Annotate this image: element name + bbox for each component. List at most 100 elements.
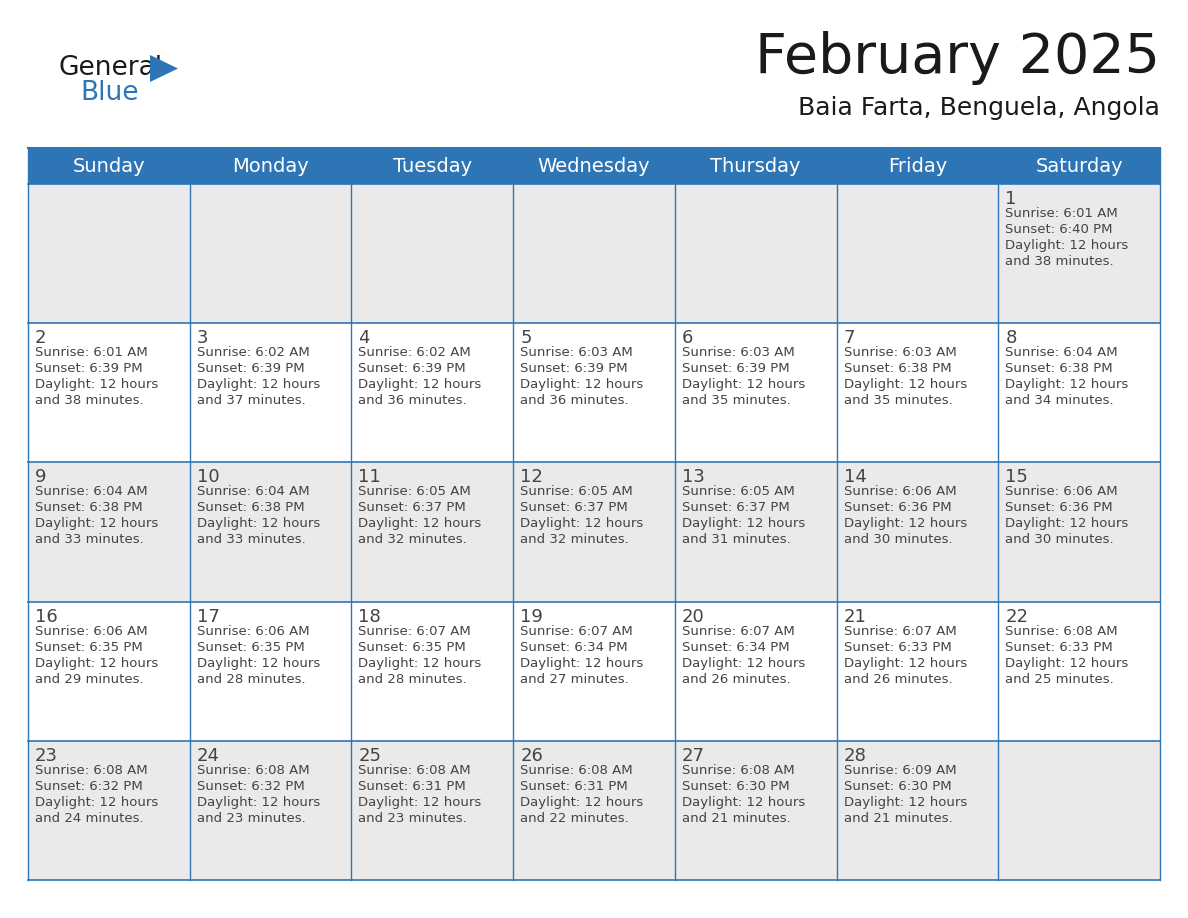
Text: and 30 minutes.: and 30 minutes. <box>1005 533 1114 546</box>
Text: Daylight: 12 hours: Daylight: 12 hours <box>843 796 967 809</box>
Text: Sunset: 6:39 PM: Sunset: 6:39 PM <box>520 363 627 375</box>
Text: Sunset: 6:37 PM: Sunset: 6:37 PM <box>520 501 628 514</box>
Text: Daylight: 12 hours: Daylight: 12 hours <box>359 518 481 531</box>
Text: Daylight: 12 hours: Daylight: 12 hours <box>682 796 805 809</box>
Text: Wednesday: Wednesday <box>538 156 650 175</box>
Text: Sunset: 6:39 PM: Sunset: 6:39 PM <box>682 363 790 375</box>
Bar <box>29 463 1159 601</box>
Text: Thursday: Thursday <box>710 156 801 175</box>
Text: Daylight: 12 hours: Daylight: 12 hours <box>843 656 967 669</box>
Text: 7: 7 <box>843 330 855 347</box>
Text: and 32 minutes.: and 32 minutes. <box>520 533 628 546</box>
Text: 9: 9 <box>34 468 46 487</box>
Text: 27: 27 <box>682 747 704 765</box>
Text: Daylight: 12 hours: Daylight: 12 hours <box>1005 518 1129 531</box>
Text: Sunset: 6:32 PM: Sunset: 6:32 PM <box>197 779 304 793</box>
Text: Sunrise: 6:02 AM: Sunrise: 6:02 AM <box>359 346 472 359</box>
Bar <box>29 741 1159 880</box>
Text: Sunset: 6:37 PM: Sunset: 6:37 PM <box>359 501 466 514</box>
Text: and 27 minutes.: and 27 minutes. <box>520 673 628 686</box>
Text: Sunrise: 6:01 AM: Sunrise: 6:01 AM <box>1005 207 1118 220</box>
Text: Sunrise: 6:05 AM: Sunrise: 6:05 AM <box>359 486 472 498</box>
Text: and 36 minutes.: and 36 minutes. <box>520 394 628 408</box>
Bar <box>29 148 1159 184</box>
Text: Sunrise: 6:08 AM: Sunrise: 6:08 AM <box>197 764 309 777</box>
Text: Sunset: 6:34 PM: Sunset: 6:34 PM <box>520 641 627 654</box>
Text: Sunset: 6:32 PM: Sunset: 6:32 PM <box>34 779 143 793</box>
Text: General: General <box>58 55 162 81</box>
Text: 12: 12 <box>520 468 543 487</box>
Text: 1: 1 <box>1005 190 1017 208</box>
Text: Sunrise: 6:08 AM: Sunrise: 6:08 AM <box>34 764 147 777</box>
Text: Daylight: 12 hours: Daylight: 12 hours <box>1005 656 1129 669</box>
Text: Sunrise: 6:07 AM: Sunrise: 6:07 AM <box>359 624 472 638</box>
Text: 20: 20 <box>682 608 704 625</box>
Text: Daylight: 12 hours: Daylight: 12 hours <box>197 518 320 531</box>
Text: 22: 22 <box>1005 608 1029 625</box>
Text: and 36 minutes.: and 36 minutes. <box>359 394 467 408</box>
Text: Sunday: Sunday <box>72 156 145 175</box>
Text: Sunset: 6:34 PM: Sunset: 6:34 PM <box>682 641 790 654</box>
Text: Daylight: 12 hours: Daylight: 12 hours <box>682 378 805 391</box>
Text: Sunrise: 6:04 AM: Sunrise: 6:04 AM <box>34 486 147 498</box>
Text: Daylight: 12 hours: Daylight: 12 hours <box>197 796 320 809</box>
Text: 26: 26 <box>520 747 543 765</box>
Text: Daylight: 12 hours: Daylight: 12 hours <box>843 378 967 391</box>
Text: Sunset: 6:30 PM: Sunset: 6:30 PM <box>682 779 790 793</box>
Text: Sunset: 6:35 PM: Sunset: 6:35 PM <box>197 641 304 654</box>
Text: and 38 minutes.: and 38 minutes. <box>34 394 144 408</box>
Text: Sunrise: 6:04 AM: Sunrise: 6:04 AM <box>1005 346 1118 359</box>
Text: Monday: Monday <box>232 156 309 175</box>
Text: Sunrise: 6:06 AM: Sunrise: 6:06 AM <box>843 486 956 498</box>
Text: 24: 24 <box>197 747 220 765</box>
Text: 19: 19 <box>520 608 543 625</box>
Text: Daylight: 12 hours: Daylight: 12 hours <box>520 378 644 391</box>
Text: Daylight: 12 hours: Daylight: 12 hours <box>197 656 320 669</box>
Text: Sunrise: 6:06 AM: Sunrise: 6:06 AM <box>34 624 147 638</box>
Text: and 32 minutes.: and 32 minutes. <box>359 533 467 546</box>
Text: Sunrise: 6:06 AM: Sunrise: 6:06 AM <box>197 624 309 638</box>
Text: and 28 minutes.: and 28 minutes. <box>359 673 467 686</box>
Text: Sunrise: 6:07 AM: Sunrise: 6:07 AM <box>682 624 795 638</box>
Text: and 29 minutes.: and 29 minutes. <box>34 673 144 686</box>
Text: Sunset: 6:30 PM: Sunset: 6:30 PM <box>843 779 952 793</box>
Text: 4: 4 <box>359 330 369 347</box>
Text: Daylight: 12 hours: Daylight: 12 hours <box>359 378 481 391</box>
Text: Sunrise: 6:07 AM: Sunrise: 6:07 AM <box>520 624 633 638</box>
Text: Sunrise: 6:09 AM: Sunrise: 6:09 AM <box>843 764 956 777</box>
Text: Sunset: 6:31 PM: Sunset: 6:31 PM <box>359 779 466 793</box>
Text: Daylight: 12 hours: Daylight: 12 hours <box>682 518 805 531</box>
Text: 17: 17 <box>197 608 220 625</box>
Bar <box>29 184 1159 323</box>
Text: 16: 16 <box>34 608 58 625</box>
Text: and 26 minutes.: and 26 minutes. <box>682 673 790 686</box>
Text: and 23 minutes.: and 23 minutes. <box>359 812 467 824</box>
Text: 13: 13 <box>682 468 704 487</box>
Text: Daylight: 12 hours: Daylight: 12 hours <box>682 656 805 669</box>
Text: 14: 14 <box>843 468 866 487</box>
Text: Sunrise: 6:07 AM: Sunrise: 6:07 AM <box>843 624 956 638</box>
Text: Sunset: 6:35 PM: Sunset: 6:35 PM <box>359 641 466 654</box>
Text: Friday: Friday <box>887 156 947 175</box>
Text: 10: 10 <box>197 468 220 487</box>
Text: Daylight: 12 hours: Daylight: 12 hours <box>1005 239 1129 252</box>
Text: Sunset: 6:36 PM: Sunset: 6:36 PM <box>1005 501 1113 514</box>
Text: Daylight: 12 hours: Daylight: 12 hours <box>843 518 967 531</box>
Text: and 30 minutes.: and 30 minutes. <box>843 533 953 546</box>
Text: Sunset: 6:39 PM: Sunset: 6:39 PM <box>359 363 466 375</box>
Text: Sunrise: 6:08 AM: Sunrise: 6:08 AM <box>682 764 795 777</box>
Text: 21: 21 <box>843 608 866 625</box>
Text: and 28 minutes.: and 28 minutes. <box>197 673 305 686</box>
Text: Daylight: 12 hours: Daylight: 12 hours <box>520 656 644 669</box>
Text: and 33 minutes.: and 33 minutes. <box>197 533 305 546</box>
Text: Daylight: 12 hours: Daylight: 12 hours <box>1005 378 1129 391</box>
Text: and 25 minutes.: and 25 minutes. <box>1005 673 1114 686</box>
Text: Baia Farta, Benguela, Angola: Baia Farta, Benguela, Angola <box>798 96 1159 120</box>
Text: Sunset: 6:38 PM: Sunset: 6:38 PM <box>843 363 952 375</box>
Text: Sunset: 6:33 PM: Sunset: 6:33 PM <box>843 641 952 654</box>
Text: Sunrise: 6:04 AM: Sunrise: 6:04 AM <box>197 486 309 498</box>
Text: 15: 15 <box>1005 468 1028 487</box>
Text: Daylight: 12 hours: Daylight: 12 hours <box>34 796 158 809</box>
Text: and 22 minutes.: and 22 minutes. <box>520 812 628 824</box>
Text: Sunset: 6:33 PM: Sunset: 6:33 PM <box>1005 641 1113 654</box>
